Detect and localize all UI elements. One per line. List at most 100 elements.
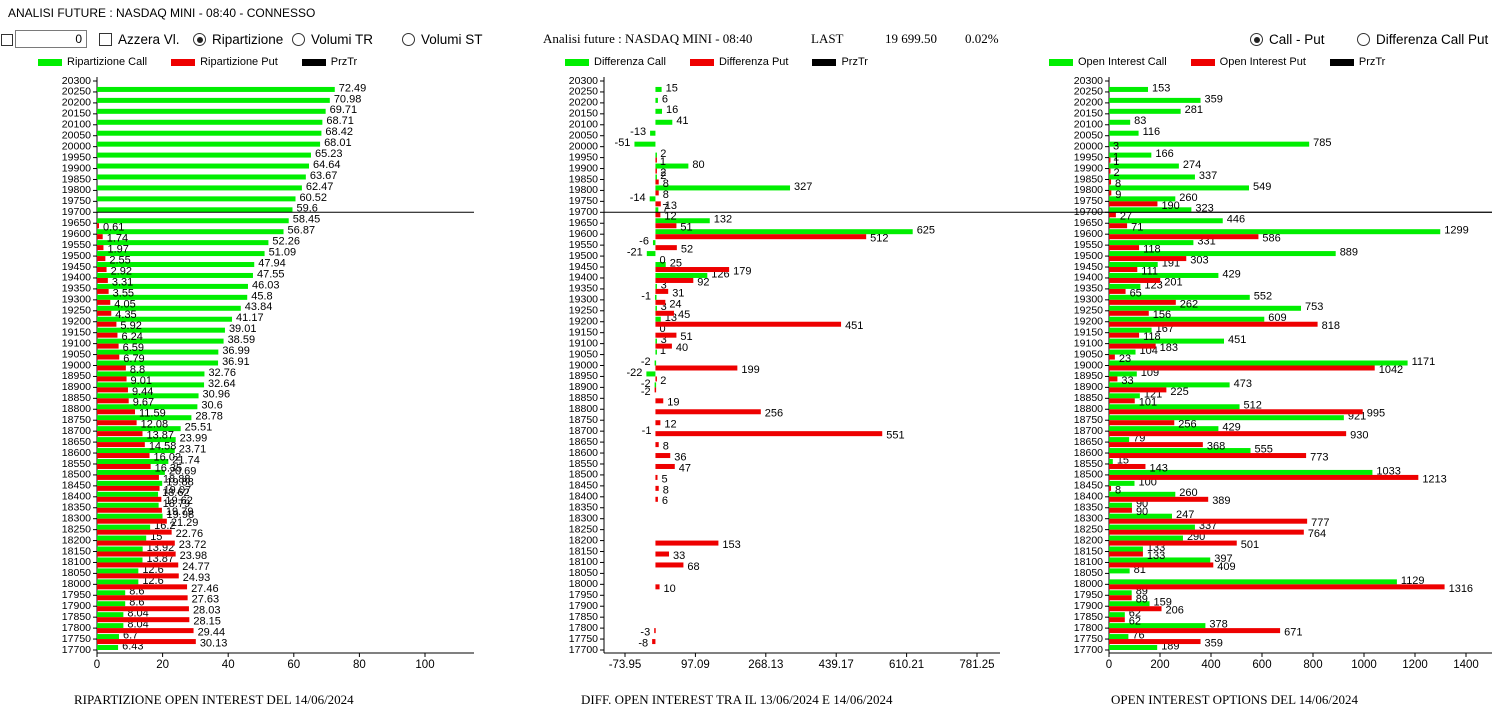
call-bar [97, 524, 151, 530]
put-bar [1109, 453, 1307, 459]
call-bar [97, 634, 119, 640]
y-tick-label: 18600 [1074, 447, 1103, 459]
call-bar [97, 283, 248, 289]
call-bar [1109, 218, 1223, 224]
put-bar [97, 223, 100, 229]
number-input[interactable]: 0 [15, 30, 87, 48]
put-value-label: 31 [672, 287, 684, 299]
put-value-label: 10 [664, 583, 676, 595]
put-bar [655, 190, 659, 196]
call-bar [1109, 612, 1125, 618]
put-bar [655, 376, 657, 382]
put-bar [1109, 628, 1281, 634]
call-bar [1109, 382, 1230, 388]
call-value-label: 1299 [1444, 225, 1468, 237]
y-tick-label: 19400 [1074, 272, 1103, 284]
call-bar [97, 196, 296, 202]
put-bar [1109, 212, 1116, 218]
put-bar [97, 639, 196, 645]
put-value-label: 90 [1136, 506, 1148, 518]
radio-dot[interactable] [402, 33, 415, 46]
y-tick-label: 19850 [62, 173, 91, 185]
put-value-label: 256 [765, 408, 783, 420]
call-value-label: -21 [627, 246, 643, 258]
call-value-label: -51 [615, 137, 631, 149]
legend-item: PrzTr [301, 56, 357, 68]
put-value-label: 9 [1115, 189, 1121, 201]
call-bar [97, 316, 233, 322]
call-bar [655, 283, 657, 289]
y-tick-label: 19650 [569, 217, 598, 229]
y-tick-label: 18100 [1074, 556, 1103, 568]
y-tick-label: 18400 [1074, 491, 1103, 503]
radio-dot[interactable] [292, 33, 305, 46]
y-tick-label: 17850 [1074, 611, 1103, 623]
y-tick-label: 19900 [62, 162, 91, 174]
call-bar [97, 360, 219, 366]
put-value-label: -8 [638, 637, 648, 649]
put-value-label: 18.88 [163, 473, 191, 485]
call-bar [97, 491, 159, 497]
call-value-label: 47.55 [257, 268, 285, 280]
call-value-label: 65.23 [315, 148, 343, 160]
call-put-radio[interactable]: Call - Put [1250, 32, 1325, 47]
put-value-label: 199 [741, 364, 759, 376]
put-bar [97, 518, 167, 524]
y-tick-label: 18650 [569, 436, 598, 448]
call-value-label: 25.51 [185, 422, 213, 434]
call-bar [97, 108, 326, 114]
put-value-label: 818 [1322, 320, 1340, 332]
put-bar [1109, 387, 1167, 393]
volumi-st-radio[interactable]: Volumi ST [402, 32, 483, 47]
x-tick-label: 800 [1303, 659, 1322, 671]
put-value-label: 5.92 [120, 320, 141, 332]
y-tick-label: 19150 [1074, 326, 1103, 338]
put-bar [1109, 168, 1111, 174]
radio-dot[interactable] [193, 33, 206, 46]
y-tick-label: 18550 [62, 458, 91, 470]
call-value-label: 753 [1305, 301, 1323, 313]
row-checkbox[interactable] [1, 34, 13, 46]
legend-item: PrzTr [812, 56, 868, 68]
call-bar [97, 437, 176, 443]
azzera-label: Azzera Vl. [118, 32, 180, 47]
put-value-label: 16.02 [154, 451, 182, 463]
put-value-label: 156 [1153, 309, 1171, 321]
y-tick-label: 18850 [569, 392, 598, 404]
y-tick-label: 20050 [569, 129, 598, 141]
azzera-checkbox[interactable]: Azzera Vl. [99, 32, 180, 47]
put-value-label: 1 [660, 156, 666, 168]
radio-dot[interactable] [1250, 33, 1263, 46]
call-value-label: 247 [1176, 509, 1194, 521]
call-swatch [565, 58, 589, 66]
y-tick-label: 18350 [1074, 502, 1103, 514]
put-value-label: 9.44 [132, 386, 153, 398]
x-tick-label: 200 [1150, 659, 1169, 671]
ripartizione-radio[interactable]: Ripartizione [193, 32, 283, 47]
call-bar [655, 174, 657, 180]
call-bar [655, 305, 657, 311]
call-value-label: 38.59 [228, 334, 256, 346]
y-tick-label: 19100 [62, 337, 91, 349]
y-tick-label: 20250 [1074, 86, 1103, 98]
ripartizione-label: Ripartizione [212, 32, 284, 47]
diff-call-put-radio[interactable]: Differenza Call Put [1357, 32, 1488, 47]
put-value-label: 13.87 [146, 430, 174, 442]
call-value-label: 39.01 [229, 323, 257, 335]
put-value-label: 62 [1129, 616, 1141, 628]
y-tick-label: 18500 [569, 469, 598, 481]
put-bar [655, 453, 671, 459]
call-bar [1109, 294, 1250, 300]
y-tick-label: 18700 [62, 425, 91, 437]
put-bar [1109, 398, 1135, 404]
checkbox-box[interactable] [99, 33, 112, 46]
call-swatch [1049, 58, 1073, 66]
radio-dot[interactable] [1357, 33, 1370, 46]
put-value-label: 0.61 [103, 222, 124, 234]
put-bar [1109, 617, 1125, 623]
put-value-label: 21.29 [171, 517, 199, 529]
put-bar [1109, 234, 1259, 240]
volumi-tr-radio[interactable]: Volumi TR [292, 32, 373, 47]
put-value-label: 12 [664, 211, 676, 223]
y-tick-label: 19400 [62, 272, 91, 284]
